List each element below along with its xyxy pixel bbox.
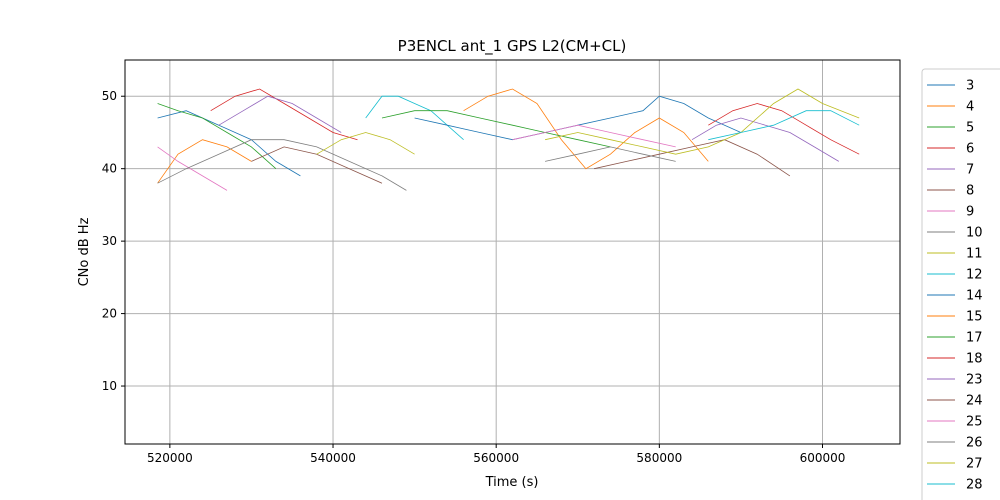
legend-label-27: 27: [966, 457, 983, 472]
legend-label-24: 24: [966, 394, 983, 409]
series-line-24: [594, 139, 791, 177]
legend-label-15: 15: [966, 310, 983, 325]
series-line-17: [381, 110, 611, 148]
legend-label-7: 7: [966, 163, 974, 178]
legend-label-17: 17: [966, 331, 983, 346]
legend-label-11: 11: [966, 247, 983, 262]
legend-label-23: 23: [966, 373, 983, 388]
y-axis-label: CNo dB Hz: [77, 217, 92, 286]
series-line-15: [463, 88, 709, 170]
legend-label-6: 6: [966, 142, 974, 157]
series-line-6: [210, 88, 358, 141]
legend-label-26: 26: [966, 436, 983, 451]
series-line-18: [708, 103, 860, 155]
series-line-11: [316, 132, 415, 155]
y-tick-label: 50: [102, 89, 117, 103]
series-line-28: [708, 110, 860, 141]
x-axis-ticks: 520000 540000 560000 580000 600000: [147, 444, 845, 465]
legend-label-8: 8: [966, 184, 974, 199]
plot-frame: [124, 59, 901, 445]
x-tick-label: 560000: [473, 451, 519, 465]
series-line-10: [157, 139, 407, 191]
legend-label-10: 10: [966, 226, 983, 241]
series-line-7: [218, 95, 342, 133]
legend-label-5: 5: [966, 121, 974, 136]
series-line-23: [691, 117, 840, 162]
series-line-14: [414, 95, 742, 141]
y-tick-label: 10: [102, 379, 117, 393]
series-line-25: [512, 124, 676, 148]
legend-label-9: 9: [966, 205, 974, 220]
y-axis-ticks: 10 20 30 40 50: [102, 89, 125, 393]
y-tick-label: 20: [102, 307, 117, 321]
legend-frame: [921, 68, 1000, 500]
legend-label-4: 4: [966, 100, 974, 115]
x-tick-label: 600000: [800, 451, 846, 465]
legend-label-28: 28: [966, 478, 983, 493]
y-tick-label: 30: [102, 234, 117, 248]
legend-label-18: 18: [966, 352, 983, 367]
legend-label-12: 12: [966, 268, 983, 283]
x-tick-label: 520000: [147, 451, 193, 465]
series-line-26: [545, 146, 676, 162]
legend-label-25: 25: [966, 415, 983, 430]
grid: [125, 60, 900, 444]
x-axis-label: Time (s): [485, 475, 539, 490]
series-line-5: [157, 103, 277, 169]
series-line-4: [157, 139, 252, 184]
chart-title: P3ENCL ant_1 GPS L2(CM+CL): [398, 37, 627, 56]
x-tick-label: 580000: [636, 451, 682, 465]
x-tick-label: 540000: [310, 451, 356, 465]
y-tick-label: 40: [102, 162, 117, 176]
series-line-27: [545, 88, 860, 155]
legend-label-3: 3: [966, 79, 974, 94]
series-lines: [157, 88, 860, 191]
series-line-9: [157, 146, 228, 191]
legend-label-14: 14: [966, 289, 983, 304]
legend: 3 4 5 6 7 8 9 10 11 12 14 15 17 18 23 24 25 26 27 28: [921, 68, 1000, 500]
